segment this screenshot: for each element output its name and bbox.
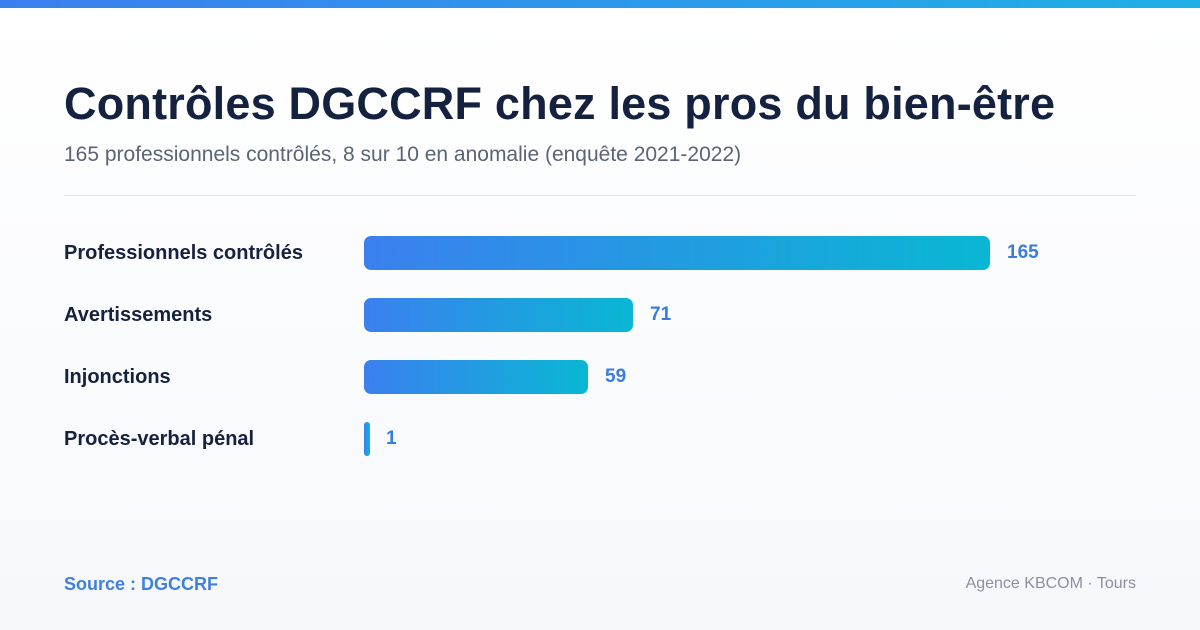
top-accent-bar: [0, 0, 1200, 8]
category-label: Injonctions: [64, 366, 171, 388]
agency-credit: Agence KBCOM · Tours: [965, 575, 1136, 592]
bar: [364, 422, 370, 456]
category-label: Professionnels contrôlés: [64, 242, 303, 264]
bar: [364, 236, 990, 270]
value-label: 1: [386, 428, 397, 449]
category-label: Avertissements: [64, 304, 213, 326]
bar: [364, 360, 588, 394]
bar: [364, 298, 633, 332]
category-label: Procès-verbal pénal: [64, 428, 255, 450]
page-title: Contrôles DGCCRF chez les pros du bien-ê…: [64, 78, 1056, 129]
value-label: 59: [605, 366, 627, 387]
source-note: Source : DGCCRF: [64, 574, 219, 594]
value-label: 71: [650, 304, 672, 325]
header-divider: [64, 195, 1136, 196]
page-subtitle: 165 professionnels contrôlés, 8 sur 10 e…: [64, 143, 742, 166]
value-label: 165: [1007, 242, 1039, 263]
